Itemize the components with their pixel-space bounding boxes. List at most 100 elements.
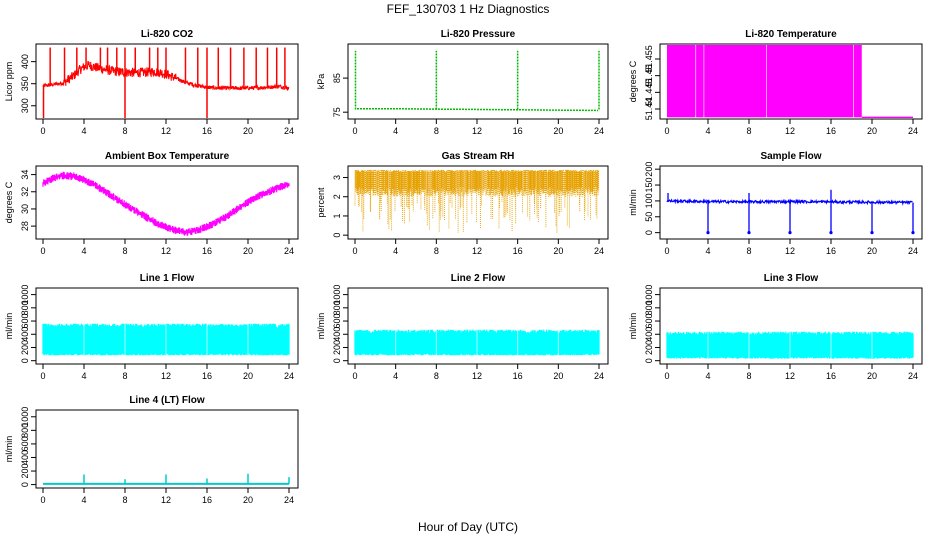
x-tick-label: 8 [122, 126, 127, 136]
x-tick-label: 4 [81, 126, 86, 136]
x-tick-label: 24 [908, 371, 918, 381]
x-tick-label: 4 [705, 246, 710, 256]
plot-frame [659, 287, 923, 365]
x-tick-label: 4 [81, 371, 86, 381]
panel-title: Li-820 CO2 [141, 29, 194, 40]
ambient-trace [42, 171, 290, 236]
y-tick-label: 34 [20, 170, 30, 180]
y-tick-label: 600 [20, 436, 30, 451]
x-tick-label: 12 [785, 126, 795, 136]
y-tick-label: 51.455 [644, 45, 654, 73]
y-tick-label: 200 [20, 340, 30, 355]
panel-licor_temp: Li-820 Temperature 0 4 8 12 16 20 24 51.4451.445… [628, 29, 923, 136]
x-tick-label: 0 [40, 126, 45, 136]
y-tick-label: 600 [644, 314, 654, 329]
panel-title: Gas Stream RH [442, 151, 515, 162]
x-tick-label: 8 [746, 371, 751, 381]
series-pressure [354, 50, 600, 112]
x-tick-label: 4 [705, 371, 710, 381]
x-tick-label: 8 [434, 246, 439, 256]
x-tick-label: 24 [594, 371, 604, 381]
x-tick-label: 4 [705, 126, 710, 136]
y-axis-label: ml/min [4, 313, 14, 340]
x-tick-label: 8 [122, 495, 127, 505]
x-tick-label: 20 [867, 246, 877, 256]
x-tick-label: 16 [202, 495, 212, 505]
panel-title: Line 3 Flow [764, 273, 819, 284]
y-tick-label: 51.44 [644, 98, 654, 121]
x-tick-label: 20 [243, 246, 253, 256]
x-tick-label: 12 [785, 371, 795, 381]
sample-flow-trace [666, 198, 913, 206]
x-tick-label: 8 [122, 371, 127, 381]
y-tick-label: 1000 [20, 285, 30, 305]
y-axis-label: Licor ppm [4, 62, 14, 102]
y-tick-label: 100 [644, 193, 654, 208]
y-axis-label: ml/min [4, 436, 14, 463]
y-tick-label: 0 [644, 358, 654, 363]
plot-frame [659, 165, 923, 240]
y-tick-label: 800 [20, 423, 30, 438]
x-tick-label: 0 [40, 495, 45, 505]
x-tick-label: 12 [161, 246, 171, 256]
y-tick-label: 85 [332, 73, 342, 83]
x-tick-label: 12 [472, 126, 482, 136]
y-tick-label: 51.445 [644, 79, 654, 107]
y-tick-label: 50 [644, 212, 654, 222]
x-tick-label: 0 [664, 246, 669, 256]
plot-frame [35, 409, 299, 489]
series-ambient_temp [42, 171, 290, 236]
x-tick-label: 20 [243, 126, 253, 136]
y-tick-label: 400 [332, 327, 342, 342]
y-tick-label: 1 [332, 213, 342, 218]
series-line2 [354, 329, 600, 356]
x-tick-label: 12 [161, 371, 171, 381]
x-tick-label: 16 [202, 246, 212, 256]
series-co2 [42, 47, 290, 118]
x-tick-label: 4 [81, 246, 86, 256]
x-tick-label: 16 [513, 246, 523, 256]
series-rh [354, 169, 600, 234]
x-tick-label: 0 [40, 246, 45, 256]
y-tick-label: 200 [644, 340, 654, 355]
x-tick-label: 8 [746, 246, 751, 256]
x-tick-label: 8 [434, 126, 439, 136]
x-tick-label: 12 [785, 246, 795, 256]
x-tick-label: 0 [40, 371, 45, 381]
plot-frame [35, 287, 299, 365]
plot-frame [347, 165, 609, 240]
plot-frame [659, 43, 923, 120]
panel-pressure: Li-820 Pressure 0 4 8 12 16 20 24 75 85 kPa [316, 29, 609, 136]
y-tick-label: 200 [644, 162, 654, 177]
x-tick-label: 8 [434, 371, 439, 381]
series-line1 [42, 323, 290, 356]
x-tick-label: 4 [393, 126, 398, 136]
x-tick-label: 20 [243, 495, 253, 505]
panel-title: Li-820 Pressure [441, 29, 516, 40]
x-tick-label: 12 [472, 246, 482, 256]
x-tick-label: 16 [202, 126, 212, 136]
x-tick-label: 12 [472, 371, 482, 381]
plot-frame [35, 43, 299, 120]
x-tick-label: 24 [908, 246, 918, 256]
x-tick-label: 20 [867, 371, 877, 381]
y-tick-label: 30 [20, 204, 30, 214]
plot-frame [347, 287, 609, 365]
x-tick-label: 0 [664, 371, 669, 381]
x-tick-label: 12 [161, 495, 171, 505]
panel-co2: Li-820 CO2 0 4 8 12 16 20 24 300 350 400 Licor ppm [4, 29, 299, 136]
y-tick-label: 600 [20, 314, 30, 329]
y-axis-label: ml/min [316, 313, 326, 340]
x-tick-label: 0 [352, 126, 357, 136]
series-line3 [666, 331, 914, 359]
y-tick-label: 2 [332, 194, 342, 199]
x-tick-label: 16 [513, 371, 523, 381]
panel-title: Sample Flow [760, 151, 821, 162]
panel-title: Line 4 (LT) Flow [129, 395, 205, 406]
x-tick-label: 8 [746, 126, 751, 136]
